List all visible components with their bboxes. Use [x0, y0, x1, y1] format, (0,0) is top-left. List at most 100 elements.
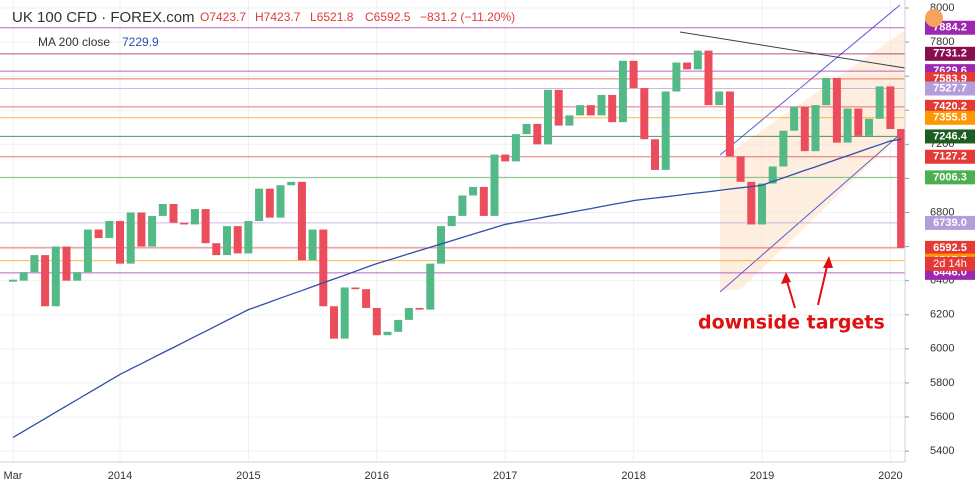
candle	[565, 115, 574, 126]
level-tag	[925, 129, 975, 144]
candle	[533, 123, 542, 145]
candle	[137, 212, 146, 247]
candle	[169, 203, 178, 223]
candle	[287, 181, 296, 186]
alert-icon[interactable]	[925, 9, 943, 27]
candle	[41, 255, 50, 307]
level-tag	[925, 99, 975, 114]
candle	[297, 181, 306, 261]
x-tick-label: 2014	[108, 470, 132, 482]
candle	[308, 229, 317, 261]
y-tick-label: 7800	[930, 36, 954, 48]
annotation: downside targets	[698, 312, 885, 334]
level-label: 7527.7	[933, 82, 967, 94]
candle	[747, 181, 756, 225]
candle	[854, 108, 863, 136]
candle	[255, 188, 264, 222]
candle	[319, 229, 328, 307]
candle	[233, 226, 242, 254]
candle	[800, 106, 809, 152]
x-tick-label: 2019	[750, 470, 774, 482]
ohlc-open: O7423.7	[200, 10, 246, 24]
candle	[62, 246, 71, 281]
candle	[362, 289, 371, 308]
candle	[522, 123, 531, 135]
candle	[501, 154, 510, 162]
level-tag	[925, 240, 975, 255]
level-tag	[925, 215, 975, 230]
candle	[843, 108, 852, 143]
y-tick-label: 6000	[930, 343, 954, 355]
x-tick-label: 2020	[878, 470, 902, 482]
candle	[404, 307, 413, 320]
x-tick-label: 2018	[621, 470, 645, 482]
candle	[201, 209, 210, 244]
candle	[736, 156, 745, 182]
candle	[105, 221, 114, 239]
level-label: 7246.4	[933, 130, 968, 142]
candle	[148, 215, 157, 247]
candle	[426, 263, 435, 310]
x-tick-label: 2016	[365, 470, 389, 482]
indicator-name: MA 200 close	[38, 35, 110, 49]
countdown-tag	[925, 256, 975, 271]
candle	[265, 188, 274, 218]
candle	[661, 91, 670, 170]
candle	[811, 105, 820, 152]
level-tag	[925, 149, 975, 164]
candle	[126, 212, 135, 264]
countdown: 2d 14h	[933, 258, 967, 270]
candle	[865, 118, 873, 136]
indicator-value: 7229.9	[122, 35, 159, 49]
candle	[383, 331, 392, 336]
candle	[704, 50, 713, 106]
ohlc-change: −831.2 (−11.20%)	[420, 10, 515, 24]
level-label: 6592.5	[933, 242, 967, 254]
candle	[83, 229, 92, 273]
candle	[640, 88, 649, 140]
candle	[244, 221, 253, 254]
candle	[330, 306, 338, 339]
channel-shade	[720, 30, 905, 290]
candle	[608, 94, 617, 123]
level-label: 7127.2	[933, 151, 967, 163]
candle	[51, 246, 60, 307]
level-tag	[925, 46, 975, 61]
candle	[223, 226, 231, 256]
candle	[618, 60, 627, 123]
ohlc-high: H7423.7	[255, 10, 301, 24]
candle	[554, 89, 563, 126]
candle	[479, 186, 488, 216]
candle	[822, 77, 831, 106]
candle	[158, 203, 167, 216]
candle	[511, 134, 520, 162]
candle	[576, 105, 585, 116]
arrow-head	[823, 256, 833, 268]
ohlc-close: C6592.5	[365, 10, 411, 24]
candle	[758, 183, 766, 225]
y-tick-label: 5600	[930, 411, 954, 423]
candle	[415, 307, 424, 310]
x-tick-label: 2015	[236, 470, 260, 482]
candle	[19, 272, 28, 281]
candle	[469, 186, 478, 196]
candle	[544, 89, 552, 145]
candle	[458, 195, 467, 216]
ohlc-low: L6521.8	[310, 10, 354, 24]
candle	[94, 229, 103, 239]
level-tag	[925, 170, 975, 185]
trend-line	[679, 31, 906, 69]
level-label: 6739.0	[933, 217, 967, 229]
candle	[30, 255, 39, 273]
level-label: 7006.3	[933, 171, 967, 183]
candle	[276, 185, 285, 218]
y-axis: 5400560058006000620064006600680070007200…	[4, 2, 975, 482]
candle	[73, 272, 82, 281]
candle	[629, 60, 638, 89]
x-tick-label: Mar	[4, 470, 23, 482]
candle	[897, 129, 906, 248]
channel-line	[719, 4, 901, 156]
candle	[672, 62, 681, 92]
candle	[437, 226, 445, 264]
